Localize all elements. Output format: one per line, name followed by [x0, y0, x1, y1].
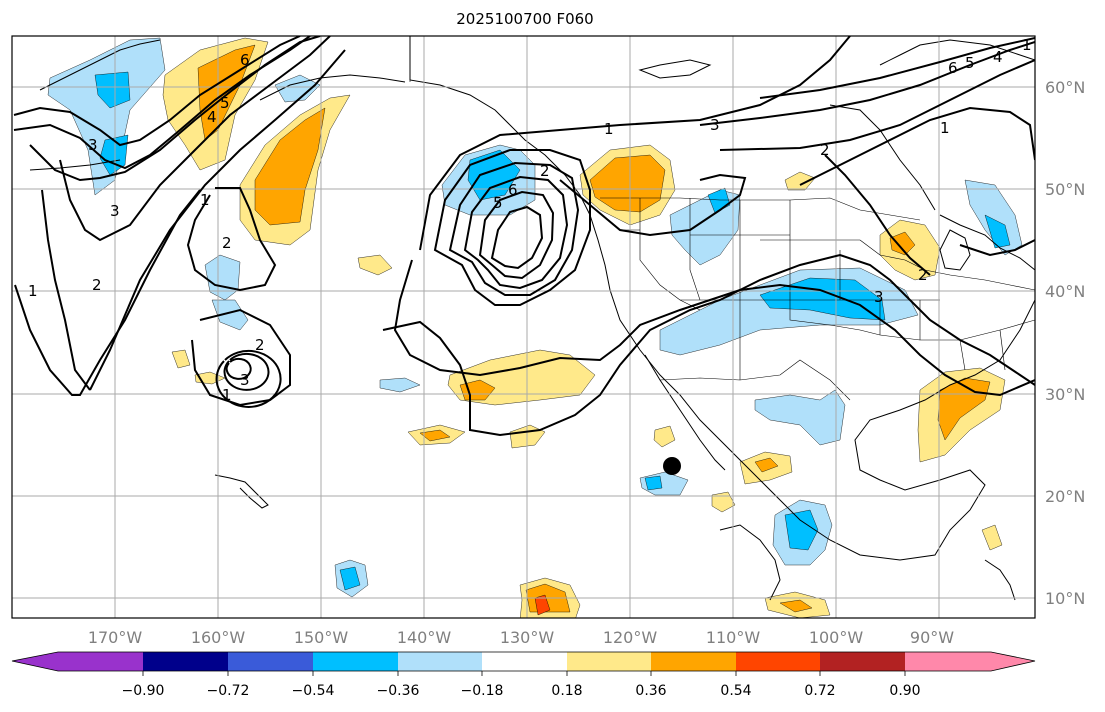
storm-center-dot [663, 457, 681, 475]
longitude-labels: 170°W 160°W 150°W 140°W 130°W 120°W 110°… [88, 628, 954, 647]
contour-label: 3 [710, 116, 720, 134]
lon-label-160w: 160°W [191, 628, 246, 647]
negative-anomaly-strong-areas [94, 71, 1011, 591]
colorbar-segment [651, 652, 736, 671]
lon-label-140w: 140°W [397, 628, 452, 647]
lat-label-20: 20°N [1045, 487, 1085, 506]
colorbar-label: 0.90 [889, 683, 920, 699]
colorbar-segment [905, 652, 991, 671]
contour-label: 3 [88, 136, 98, 154]
contour-label: 5 [493, 194, 503, 212]
map-frame [11, 35, 1036, 619]
lat-label-60: 60°N [1045, 78, 1085, 97]
lon-label-150w: 150°W [294, 628, 349, 647]
lon-label-110w: 110°W [706, 628, 761, 647]
colorbar-label: 0.18 [551, 683, 582, 699]
graticule [12, 36, 1035, 618]
contour-label: 6 [508, 181, 518, 199]
lon-label-100w: 100°W [809, 628, 864, 647]
contour-label: 1 [1022, 36, 1032, 54]
colorbar-label: 0.72 [804, 683, 835, 699]
contour-label: 4 [993, 48, 1003, 66]
lat-label-50: 50°N [1045, 180, 1085, 199]
colorbar-segment [820, 652, 905, 671]
map-title: 2025100700 F060 [456, 10, 594, 28]
contour-label: 1 [604, 120, 614, 138]
latitude-labels: 60°N 50°N 40°N 30°N 20°N 10°N [1045, 78, 1085, 608]
colorbar-label: 0.36 [635, 683, 666, 699]
colorbar-segment [228, 652, 313, 671]
colorbar-extend-min [12, 652, 58, 671]
lat-label-40: 40°N [1045, 282, 1085, 301]
contour-label: 4 [207, 108, 217, 126]
contour-label: 2 [255, 336, 265, 354]
lon-label-130w: 130°W [500, 628, 555, 647]
colorbar-segment [58, 652, 143, 671]
contour-label: 6 [240, 51, 250, 69]
contour-label: 5 [220, 94, 230, 112]
colorbar-segment [143, 652, 228, 671]
colorbar-extend-max [991, 652, 1035, 671]
colorbar-label: −0.72 [207, 683, 250, 699]
contour-label: 6 [948, 59, 958, 77]
lat-label-30: 30°N [1045, 385, 1085, 404]
contour-label: 1 [940, 119, 950, 137]
colorbar-segment [398, 652, 482, 671]
contour-labels: 6 5 4 3 2 1 1 2 3 1 2 3 2 3 1 6 5 1 3 6 … [28, 36, 1032, 404]
contour-label: 3 [110, 202, 120, 220]
positive-anomaly-strong-areas [534, 594, 551, 616]
contour-lines [13, 36, 1035, 437]
colorbar-label: −0.90 [122, 683, 165, 699]
colorbar-label: −0.18 [461, 683, 504, 699]
political-borders [409, 36, 1035, 401]
colorbar-label: −0.36 [377, 683, 420, 699]
contour-label: 2 [92, 276, 102, 294]
lat-label-10: 10°N [1045, 589, 1085, 608]
colorbar-segment [736, 652, 820, 671]
lon-label-90w: 90°W [910, 628, 954, 647]
colorbar-label: 0.54 [720, 683, 751, 699]
coastlines [29, 36, 1035, 601]
contour-label: 3 [874, 288, 884, 306]
contour-label: 2 [918, 266, 928, 284]
contour-label: 1 [222, 386, 232, 404]
colorbar: −0.90 −0.72 −0.54 −0.36 −0.18 0.18 0.36 … [11, 651, 1036, 699]
contour-label: 1 [200, 191, 210, 209]
contour-label: 2 [222, 234, 232, 252]
contour-label: 2 [540, 162, 550, 180]
colorbar-segment [482, 652, 567, 671]
contour-label: 3 [240, 371, 250, 389]
colorbar-segment [567, 652, 651, 671]
colorbar-segment [313, 652, 398, 671]
contour-label: 1 [28, 282, 38, 300]
lon-label-170w: 170°W [88, 628, 143, 647]
contour-label: 5 [965, 54, 975, 72]
contour-label: 2 [820, 141, 830, 159]
lon-label-120w: 120°W [603, 628, 658, 647]
colorbar-label: −0.54 [292, 683, 335, 699]
